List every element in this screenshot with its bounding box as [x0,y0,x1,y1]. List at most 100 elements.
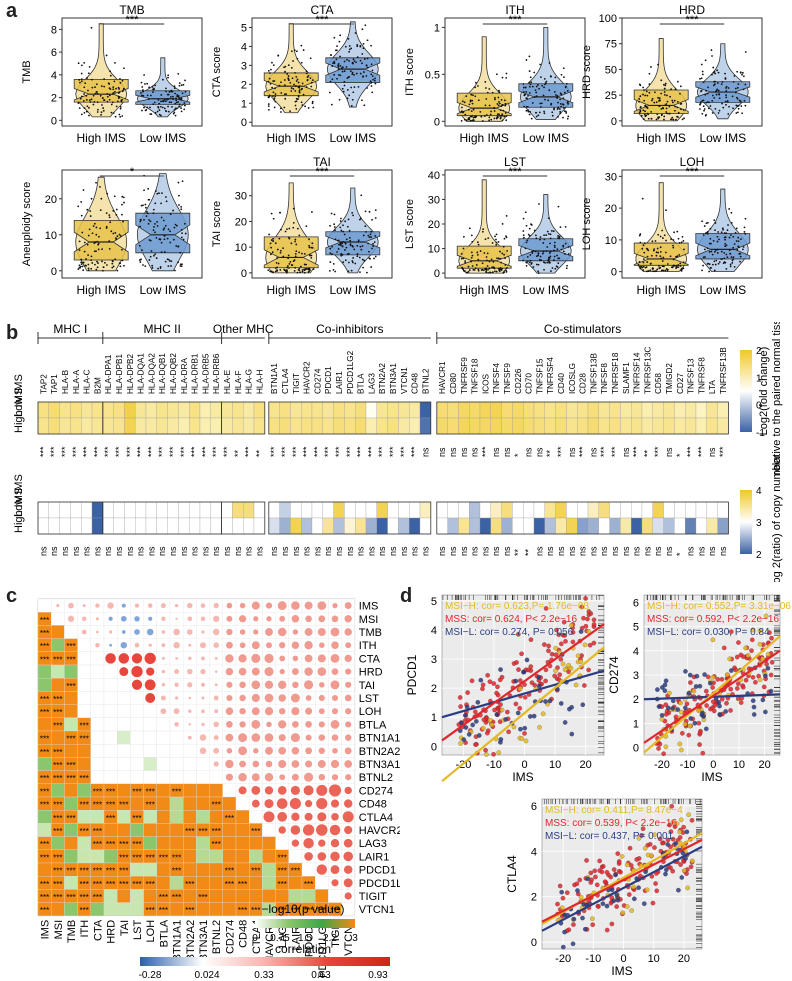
cor-legend-tick: 0.63 [311,970,331,981]
cor-circle [251,693,260,703]
fold-cell-high [344,417,356,435]
pvalue-cell [235,836,250,850]
high-ims-x-label: High IMS [77,131,126,145]
data-point [663,115,666,118]
data-point [720,258,723,261]
data-point [279,249,282,252]
data-point [656,268,659,271]
data-point [305,72,308,75]
bottom-sig-label: ns [157,546,167,556]
cor-circle [344,760,353,768]
cor-circle [291,615,300,623]
data-point [711,112,714,114]
data-point [348,60,351,62]
bottom-sig-label: ns [366,546,376,556]
y-tick-label: 0.5 [425,69,440,81]
data-point [105,212,108,214]
data-point [139,225,142,228]
row-label: LAG3 [359,838,387,850]
data-point [112,88,115,91]
mss-point [596,904,601,909]
cor-circle [304,628,313,636]
mss-point [656,746,661,751]
mss-point [734,654,740,660]
bottom-sig-label: ns [211,546,221,556]
data-point [467,270,470,273]
data-point [328,91,331,94]
msih-point [517,686,523,691]
bottom-sig-label: ns [233,546,243,556]
fold-cell-low [533,401,545,419]
bottom-sig-label: ns [269,546,279,556]
data-point [678,254,681,256]
data-point [549,255,552,258]
pvalue-cell [77,783,91,798]
data-point [160,202,163,205]
y-axis-label: TMB [21,60,33,83]
data-point [121,90,124,93]
data-point [541,252,544,255]
pvalue-cell [301,889,316,903]
data-point [94,263,96,266]
data-point [643,251,646,254]
data-point [289,110,291,113]
cor-circle [342,811,354,823]
data-point [294,238,297,241]
data-point [158,109,161,111]
data-point [505,236,508,239]
cor-circle [131,679,143,690]
top-sig-label: *** [578,446,588,457]
data-point [546,230,549,233]
data-point [532,266,535,268]
cn-cell-high [620,517,632,535]
data-point [146,82,149,85]
data-point [171,105,173,108]
mss-point [678,862,683,867]
bottom-sig-label: ns [179,546,189,556]
data-point [142,94,145,97]
data-point [296,78,299,81]
pvalue-stars: *** [278,853,287,862]
pvalue-stars: *** [172,893,181,902]
data-point [267,105,270,107]
data-point [118,113,121,116]
cor-circle [303,785,314,796]
data-point [174,102,177,105]
msih-point [685,885,690,891]
data-point [544,81,547,84]
mss-point [733,667,739,673]
gene-label: BTN2A2 [378,363,387,394]
data-point [79,81,81,84]
pvalue-stars: *** [53,721,62,730]
data-point [298,234,301,237]
data-point [178,84,181,87]
cor-circle [291,747,300,755]
data-point [639,267,642,270]
data-point [94,86,96,89]
msih-point [559,905,565,910]
pvalue-stars: *** [106,787,115,796]
pvalue-cell [37,823,52,837]
data-point [340,217,342,220]
data-point [708,250,711,253]
data-point [481,262,484,265]
pvalue-stars: *** [251,827,260,836]
cn-cell-low [135,501,147,519]
data-point [139,261,142,263]
cn-cell-high [253,517,265,535]
data-point [144,109,147,112]
data-point [477,258,480,261]
data-point [368,250,370,253]
cor-circle [252,760,260,768]
data-point [138,259,141,261]
x-tick-label: -20 [555,953,571,965]
data-point [533,96,536,99]
data-point [268,96,271,98]
pvalue-cell [222,902,237,916]
data-point [163,251,166,253]
pvalue-cell [64,744,78,758]
gene-label: ICOSLG [568,363,577,394]
data-point [502,245,505,248]
data-point [532,249,535,252]
data-point [567,246,570,248]
